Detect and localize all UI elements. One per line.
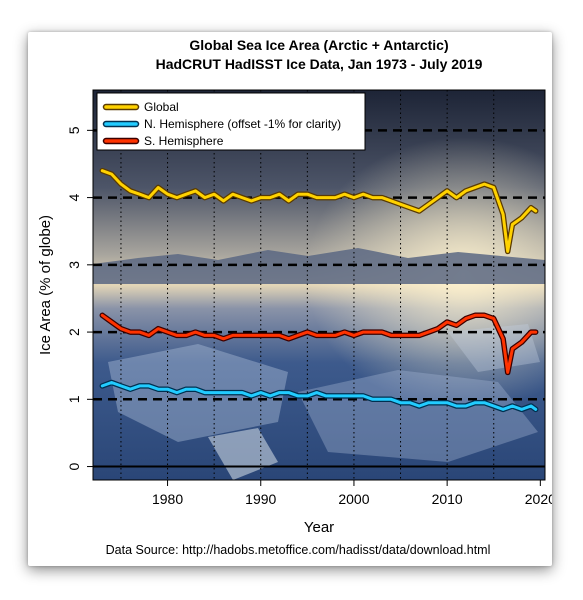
- series-line-1: [100, 381, 538, 411]
- legend-box: [96, 92, 366, 151]
- x-tick-label: 2000: [338, 491, 369, 507]
- x-axis-label: Year: [304, 519, 334, 536]
- y-axis-ticks: 0 1 2 3 4 5: [66, 126, 93, 470]
- chart-card: Global Sea Ice Area (Arctic + Antarctic)…: [28, 32, 552, 566]
- legend-label: N. Hemisphere (offset -1% for clarity): [144, 117, 341, 131]
- data-source-note: Data Source: http://hadobs.metoffice.com…: [106, 543, 491, 557]
- x-tick-label: 1980: [152, 491, 183, 507]
- series-line-2: [100, 313, 538, 374]
- y-tick-label: 3: [66, 261, 82, 269]
- chart-subtitle: HadCRUT HadISST Ice Data, Jan 1973 - Jul…: [156, 56, 483, 72]
- y-tick-label: 4: [66, 193, 82, 201]
- y-tick-label: 5: [66, 126, 82, 134]
- legend: Global N. Hemisphere (offset -1% for clar…: [96, 92, 366, 151]
- y-tick-label: 2: [66, 328, 82, 336]
- y-tick-label: 0: [66, 462, 82, 470]
- y-tick-label: 1: [66, 395, 82, 403]
- x-tick-label: 1990: [245, 491, 276, 507]
- chart: Global Sea Ice Area (Arctic + Antarctic)…: [37, 37, 552, 557]
- plot-frame: [92, 89, 546, 481]
- series-line-0: [100, 169, 538, 253]
- legend-label: Global: [144, 100, 179, 114]
- series-layer: [99, 167, 539, 413]
- y-axis-label: Ice Area (% of globe): [37, 215, 54, 355]
- x-tick-label: 2010: [432, 491, 463, 507]
- chart-title: Global Sea Ice Area (Arctic + Antarctic): [189, 37, 448, 53]
- legend-label: S. Hemisphere: [144, 134, 224, 148]
